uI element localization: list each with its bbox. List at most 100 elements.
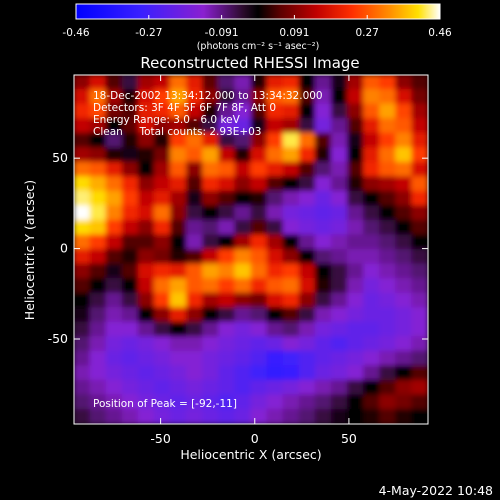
heatmap-cell [218, 234, 236, 250]
heatmap-cell [266, 365, 284, 381]
heatmap-cell [266, 278, 284, 294]
heatmap-cell [363, 263, 381, 280]
x-axis-label: Heliocentric X (arcsec) [180, 447, 321, 462]
heatmap-cell [363, 394, 381, 410]
heatmap-cell [234, 292, 252, 309]
heatmap-cell [411, 408, 428, 424]
heatmap-cell [186, 307, 204, 323]
heatmap-cell [105, 307, 123, 323]
heatmap-cell [330, 292, 349, 309]
heatmap-cell [282, 365, 300, 381]
heatmap-cell [234, 307, 252, 323]
heatmap-cell [89, 89, 107, 105]
heatmap-cell [314, 190, 332, 207]
annotation-time-range: 18-Dec-2002 13:34:12.000 to 13:34:32.000 [93, 90, 323, 102]
heatmap-cell [218, 118, 236, 134]
heatmap-cell [202, 263, 220, 280]
heatmap-cell [121, 321, 139, 338]
heatmap-cell [89, 132, 107, 149]
heatmap-cell [121, 132, 139, 149]
heatmap-cell [250, 365, 268, 381]
heatmap-cell [347, 205, 365, 221]
heatmap-cell [170, 350, 188, 367]
heatmap-cell [170, 176, 188, 192]
heatmap-cell [153, 176, 172, 192]
heatmap-cell [234, 75, 252, 91]
heatmap-cell [363, 219, 381, 236]
heatmap-cell [121, 292, 139, 309]
heatmap-cell [282, 190, 300, 207]
heatmap-cell [379, 336, 397, 352]
heatmap-cell [411, 307, 428, 323]
heatmap-cell [89, 321, 107, 338]
heatmap-cell [395, 350, 413, 367]
heatmap-cell [379, 176, 397, 192]
heatmap-cell [105, 219, 123, 236]
heatmap-cell [137, 365, 155, 381]
heatmap-cell [347, 219, 365, 236]
x-tick-label: -50 [150, 431, 170, 446]
heatmap-cell [298, 89, 316, 105]
heatmap-cell [314, 379, 332, 396]
heatmap-cell [153, 321, 172, 338]
heatmap-cell [89, 103, 107, 120]
heatmap-cell [137, 147, 155, 163]
heatmap-cell [395, 249, 413, 265]
heatmap-cell [170, 394, 188, 410]
heatmap-cell [379, 205, 397, 221]
heatmap-cell [170, 249, 188, 265]
heatmap-cell [218, 205, 236, 221]
heatmap-cell [347, 394, 365, 410]
heatmap-cell [89, 161, 107, 178]
heatmap-cell [266, 350, 284, 367]
heatmap-cell [411, 161, 428, 178]
heatmap-cell [266, 263, 284, 280]
heatmap-cell [411, 249, 428, 265]
heatmap-cell [395, 219, 413, 236]
heatmap-cell [105, 365, 123, 381]
heatmap-cell [266, 205, 284, 221]
heatmap-cell [105, 103, 123, 120]
heatmap-cell [74, 205, 91, 221]
heatmap-cell [89, 249, 107, 265]
heatmap-cell [74, 350, 91, 367]
heatmap-cell [170, 75, 188, 91]
heatmap-cell [411, 205, 428, 221]
heatmap-cell [411, 75, 428, 91]
heatmap-cell [347, 118, 365, 134]
heatmap-cell [298, 379, 316, 396]
heatmap-cell [137, 394, 155, 410]
colorbar-tick-label: -0.27 [135, 27, 162, 39]
heatmap-cell [74, 118, 91, 134]
heatmap-cell [411, 321, 428, 338]
heatmap-cell [137, 75, 155, 91]
heatmap-cell [74, 292, 91, 309]
heatmap-cell [121, 307, 139, 323]
heatmap-cell [153, 278, 172, 294]
heatmap-cell [218, 89, 236, 105]
heatmap-cell [298, 161, 316, 178]
heatmap-cell [411, 89, 428, 105]
heatmap-cell [330, 234, 349, 250]
heatmap-cell [89, 336, 107, 352]
heatmap-cell [395, 394, 413, 410]
heatmap-cell [395, 147, 413, 163]
heatmap-cell [186, 234, 204, 250]
heatmap-cell [74, 147, 91, 163]
heatmap-cell [137, 219, 155, 236]
heatmap-cell [89, 278, 107, 294]
heatmap-cell [89, 292, 107, 309]
x-tick-label: 50 [341, 431, 357, 446]
heatmap-cell [314, 350, 332, 367]
heatmap-cell [250, 278, 268, 294]
heatmap-cell [298, 75, 316, 91]
heatmap-cell [330, 336, 349, 352]
heatmap-cell [266, 379, 284, 396]
heatmap-cell [186, 89, 204, 105]
heatmap-cell [282, 321, 300, 338]
heatmap-cell [330, 75, 349, 91]
timestamp: 4-May-2022 10:48 [379, 483, 493, 498]
heatmap-cell [411, 147, 428, 163]
heatmap-cell [234, 263, 252, 280]
heatmap-cell [170, 379, 188, 396]
